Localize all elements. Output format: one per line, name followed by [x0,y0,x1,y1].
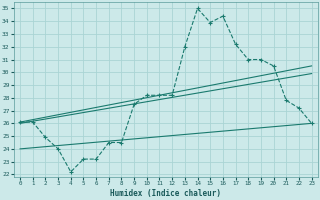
X-axis label: Humidex (Indice chaleur): Humidex (Indice chaleur) [110,189,221,198]
